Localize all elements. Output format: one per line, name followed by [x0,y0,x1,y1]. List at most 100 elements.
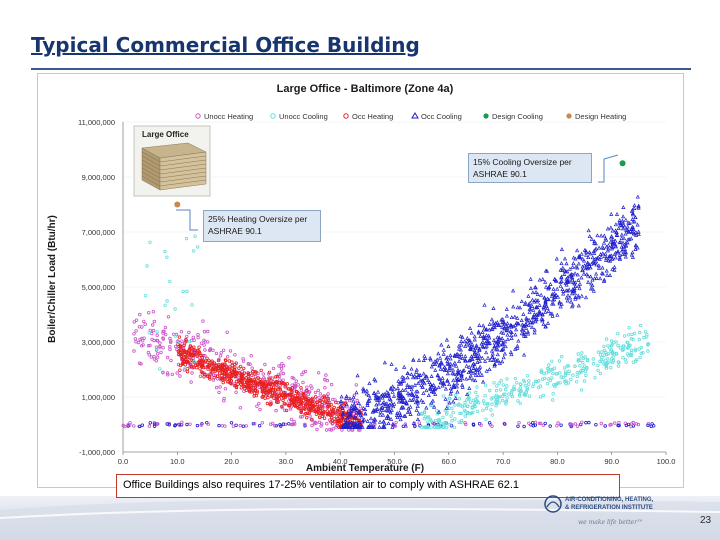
data-point [254,370,258,374]
data-point [326,405,330,409]
data-point [600,356,604,360]
data-point [230,363,234,368]
data-point [199,370,204,374]
data-point [429,383,434,388]
data-point [596,263,601,268]
data-point [328,427,332,432]
data-point [614,230,619,235]
data-point [184,339,188,344]
data-point [358,412,363,417]
data-point [609,211,614,216]
data-point [627,325,631,330]
data-point [184,338,188,342]
data-point [556,381,560,385]
data-point [571,261,576,266]
data-point [518,394,522,398]
data-point [432,386,437,391]
data-point [260,395,264,399]
data-point [576,261,581,266]
data-point [535,291,540,296]
data-point [504,400,508,404]
data-point [452,425,457,429]
data-point [320,414,325,418]
data-point [168,347,172,352]
data-point [550,376,554,380]
data-point [381,407,386,412]
data-point [221,380,225,385]
large-office-inset: Large Office [133,125,211,197]
data-point [375,407,380,411]
data-point [429,364,434,369]
data-point [523,300,528,305]
data-point [526,317,532,322]
data-point [330,407,334,411]
data-point [161,346,165,350]
data-point [465,392,470,397]
data-point [615,249,621,253]
data-point [220,373,224,378]
data-point [483,358,488,363]
data-point [256,382,260,386]
data-point [346,424,351,429]
data-point [563,373,567,377]
data-point [344,402,349,407]
data-point [533,319,538,324]
data-point [414,369,419,374]
data-point [251,422,256,426]
data-point [346,414,351,419]
data-point [472,403,476,407]
data-point [316,388,321,393]
data-point [171,332,176,336]
data-point [617,257,622,262]
data-point [166,315,171,319]
data-point [629,348,634,352]
data-point [476,330,481,335]
data-point [429,374,434,378]
data-point [188,356,192,360]
data-point [577,281,583,286]
data-point [467,376,472,381]
data-point [337,425,341,429]
data-point [537,310,542,315]
data-point [373,378,378,383]
data-point [605,272,610,277]
data-point [504,387,508,392]
data-point [339,418,343,422]
data-point [151,309,156,314]
data-point [505,332,510,337]
data-point [622,247,628,251]
data-point [604,237,609,242]
data-point [553,278,558,283]
data-point [611,360,615,365]
data-point [573,364,577,368]
data-point [288,398,293,402]
data-point [273,424,277,428]
data-point [233,375,237,379]
data-point [519,318,524,323]
data-point [198,359,202,363]
data-point [133,337,138,341]
data-point [500,342,505,347]
data-point [362,417,367,422]
data-point [123,424,127,429]
data-point [443,386,448,391]
data-point [246,362,251,366]
data-point [582,263,587,268]
data-point [471,370,476,375]
data-point [275,374,279,379]
data-point [558,267,563,272]
data-point [463,400,467,405]
data-point [592,239,597,244]
data-point [212,376,216,380]
data-point [531,384,535,389]
data-point [390,424,395,429]
data-point [349,403,354,408]
data-point [560,354,564,359]
data-point [263,380,267,384]
data-point [617,240,622,245]
data-point [326,400,330,405]
data-point [497,401,501,405]
data-point [484,417,488,421]
data-point [497,323,502,327]
data-point [505,384,509,388]
